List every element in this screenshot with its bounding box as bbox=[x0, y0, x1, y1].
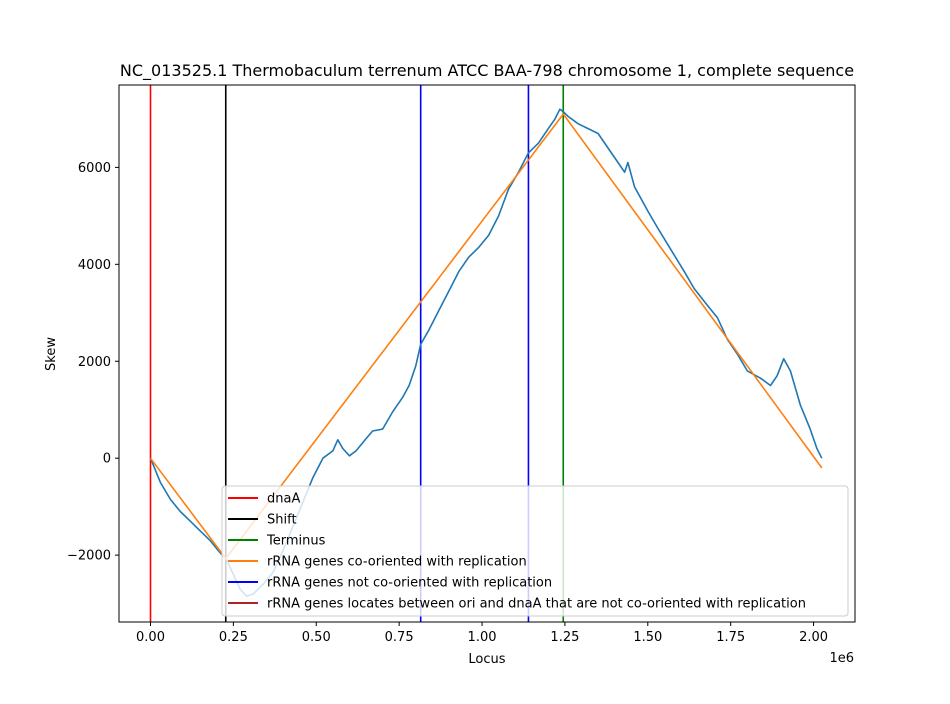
y-tick-label: 6000 bbox=[78, 161, 111, 176]
x-tick-label: 0.50 bbox=[302, 630, 331, 645]
x-axis-label: Locus bbox=[468, 652, 505, 667]
legend-box bbox=[221, 485, 849, 617]
x-axis-offset-label: 1e6 bbox=[829, 651, 854, 666]
y-tick-label: 4000 bbox=[78, 258, 111, 273]
y-tick-label: 2000 bbox=[78, 355, 111, 370]
y-tick-label: −2000 bbox=[67, 549, 111, 564]
plot-area: 0.00 0.25 0.50 0.75 1.00 1.25 1.50 1.75 2.00 −200… bbox=[67, 84, 856, 645]
x-tick-label: 1.50 bbox=[633, 630, 662, 645]
x-tick-label: 0.25 bbox=[219, 630, 248, 645]
legend-label: rRNA genes locates between ori and dnaA … bbox=[267, 597, 806, 612]
x-tick-label: 0.75 bbox=[385, 630, 414, 645]
y-tick-label: 0 bbox=[103, 452, 111, 467]
legend-label: Terminus bbox=[266, 534, 326, 549]
legend-label: rRNA genes not co-oriented with replicat… bbox=[267, 576, 552, 591]
legend: dnaA Shift Terminus rRNA genes co-oriented … bbox=[221, 485, 849, 617]
x-tick-label: 0.00 bbox=[136, 630, 165, 645]
y-axis-label: Skew bbox=[44, 337, 59, 371]
x-tick-label: 1.00 bbox=[468, 630, 497, 645]
legend-label: Shift bbox=[267, 513, 297, 528]
axes-frame bbox=[118, 84, 856, 623]
x-tick-label: 1.75 bbox=[716, 630, 745, 645]
x-tick-label: 1.25 bbox=[550, 630, 579, 645]
legend-label: dnaA bbox=[267, 492, 300, 507]
legend-label: rRNA genes co-oriented with replication bbox=[267, 555, 527, 570]
chart-title: NC_013525.1 Thermobaculum terrenum ATCC … bbox=[120, 61, 854, 81]
skew-fit-line bbox=[149, 113, 823, 560]
x-tick-label: 2.00 bbox=[799, 630, 828, 645]
